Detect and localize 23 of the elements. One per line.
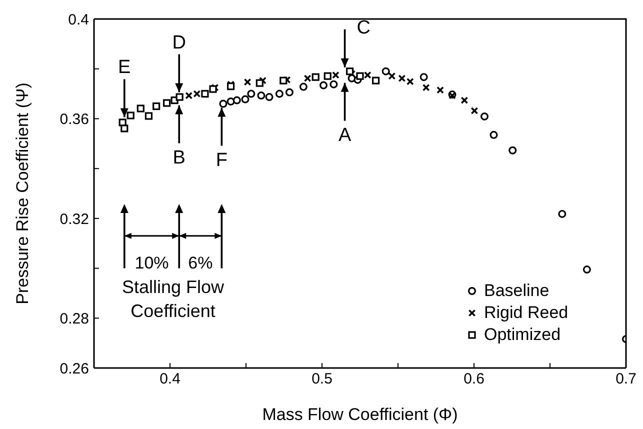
annotation: B — [172, 147, 186, 168]
y-tick-label: 0.4 — [68, 11, 89, 28]
annotation: C — [356, 17, 371, 38]
y-tick-label: 0.36 — [60, 111, 89, 128]
x-tick-label: 0.7 — [616, 370, 636, 388]
x-tick-label: 0.4 — [160, 370, 180, 388]
y-tick-label: 0.28 — [60, 310, 89, 328]
y-axis-title: Pressure Rise Coefficient (Ψ) — [13, 82, 32, 304]
legend-label: Optimized — [484, 324, 561, 346]
legend-label: Baseline — [484, 280, 550, 302]
annotation: E — [118, 57, 131, 78]
annotation: F — [216, 150, 228, 171]
annotation: 10% — [134, 253, 169, 272]
annotation: Stalling Flow Coefficient — [122, 277, 226, 322]
annotation: 6% — [188, 253, 213, 272]
x-tick-label: 0.5 — [312, 370, 332, 388]
y-tick-label: 0.32 — [60, 210, 89, 228]
x-axis-title: Mass Flow Coefficient (Φ) — [262, 405, 458, 424]
legend-label: Rigid Reed — [484, 302, 568, 324]
annotation: A — [338, 124, 352, 146]
y-tick-label: 0.26 — [60, 360, 89, 378]
x-tick-label: 0.6 — [464, 370, 484, 388]
annotation: D — [172, 32, 186, 54]
